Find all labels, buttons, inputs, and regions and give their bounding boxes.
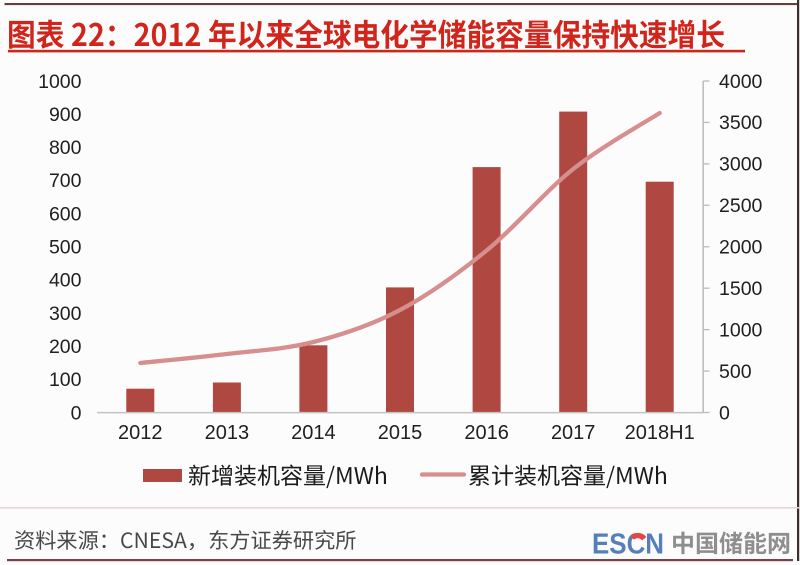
svg-text:2012: 2012 <box>118 422 163 444</box>
svg-text:2017: 2017 <box>551 422 596 444</box>
svg-text:2013: 2013 <box>205 422 250 444</box>
svg-text:0: 0 <box>719 402 730 424</box>
svg-text:2016: 2016 <box>464 422 509 444</box>
svg-text:2014: 2014 <box>291 422 336 444</box>
svg-text:200: 200 <box>49 336 82 358</box>
svg-text:100: 100 <box>49 369 82 391</box>
svg-text:300: 300 <box>49 303 82 325</box>
svg-text:ESCN: ESCN <box>592 529 664 561</box>
svg-text:2000: 2000 <box>719 237 763 259</box>
svg-text:900: 900 <box>49 104 82 126</box>
svg-text:2500: 2500 <box>719 195 763 217</box>
svg-text:1000: 1000 <box>719 319 763 341</box>
svg-text:1000: 1000 <box>38 71 82 93</box>
svg-text:500: 500 <box>49 237 82 259</box>
svg-text:800: 800 <box>49 137 82 159</box>
svg-text:500: 500 <box>719 361 752 383</box>
svg-text:700: 700 <box>49 170 82 192</box>
svg-text:2018H1: 2018H1 <box>625 422 695 444</box>
svg-text:600: 600 <box>49 203 82 225</box>
svg-text:0: 0 <box>71 402 82 424</box>
svg-text:3500: 3500 <box>719 112 763 134</box>
svg-text:400: 400 <box>49 270 82 292</box>
svg-text:3000: 3000 <box>719 154 763 176</box>
svg-text:4000: 4000 <box>719 71 763 93</box>
svg-text:1500: 1500 <box>719 278 763 300</box>
svg-text:2015: 2015 <box>378 422 423 444</box>
